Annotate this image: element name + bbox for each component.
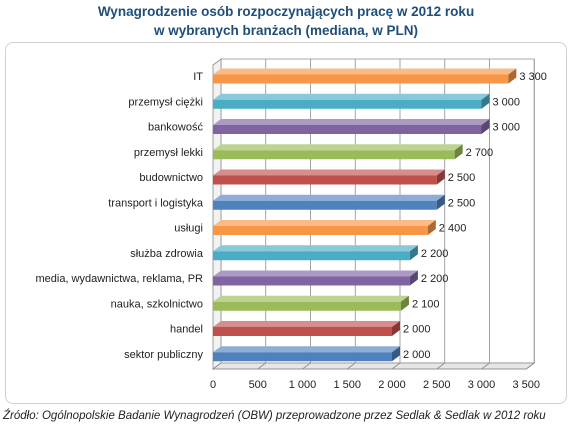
x-tick-label: 3 000 [468, 379, 496, 391]
bar-value-label: 2 400 [439, 223, 467, 235]
bar-top [213, 93, 490, 100]
bar-value-label: 2 700 [466, 147, 494, 159]
x-tick-label: 2 000 [378, 379, 406, 391]
bar-end [481, 119, 490, 134]
gridline-floor [436, 362, 445, 370]
category-label: przemysł lekki [134, 147, 203, 159]
bar [213, 175, 437, 185]
bar-value-label: 2 500 [448, 172, 476, 184]
source-note: Źródło: Ogólnopolskie Badanie Wynagrodze… [3, 410, 546, 422]
chart-title-line-2: w wybranych branżach (mediana, w PLN) [153, 23, 419, 38]
bar [213, 125, 482, 134]
bar-top [213, 119, 490, 125]
bar-end [436, 169, 445, 185]
bar-top [213, 194, 445, 201]
bar [213, 251, 410, 261]
gridline-floor [526, 362, 535, 370]
bar-top [213, 169, 445, 176]
x-tick-label: 500 [249, 379, 267, 391]
bar [213, 276, 410, 286]
gridline-floor [257, 362, 266, 370]
bar-chart: 0 500 1 000 1 500 2 000 2 500 3 000 3 500 2 000 s… [35, 58, 547, 391]
bar [213, 301, 401, 311]
bar-end [409, 270, 418, 286]
bar-value-label: 2 200 [421, 273, 449, 285]
bar-value-label: 3 000 [493, 122, 521, 134]
bar-value-label: 2 500 [448, 197, 476, 209]
bar [213, 74, 509, 84]
bar-value-label: 3 300 [519, 71, 547, 83]
bar [213, 200, 437, 210]
gridline-floor [302, 362, 311, 370]
category-label: bankowość [148, 122, 204, 134]
bar-end [392, 321, 400, 336]
category-label: nauka, szkolnictwo [111, 298, 203, 310]
bar-end [508, 68, 517, 84]
x-tick-label: 2 500 [423, 379, 451, 391]
gridline-floor [391, 362, 401, 370]
bar-end [409, 245, 418, 261]
bar-value-label: 2 000 [403, 349, 431, 361]
x-tick-label: 0 [210, 379, 216, 391]
category-label: budownictwo [139, 172, 203, 184]
bar-end [400, 295, 409, 311]
bar [213, 352, 392, 362]
chart-title-line-1: Wynagrodzenie osób rozpoczynających prac… [97, 4, 475, 19]
category-label: usługi [174, 223, 203, 235]
chart-area: 0 500 1 000 1 500 2 000 2 500 3 000 3 500 2 000 s… [5, 42, 567, 404]
bar-top [213, 245, 418, 252]
gridline-floor [347, 362, 356, 370]
bar-value-label: 2 000 [403, 324, 431, 336]
bar [213, 327, 392, 336]
chart-title: Wynagrodzenie osób rozpoczynających prac… [0, 2, 572, 40]
category-label: IT [193, 71, 203, 83]
bar-top [213, 346, 400, 353]
bar-end [392, 346, 400, 362]
bar [213, 226, 428, 235]
bar-end [481, 93, 490, 109]
bar [213, 150, 455, 160]
bar-top [213, 220, 436, 226]
bar-end [427, 220, 436, 235]
category-label: media, wydawnictwa, reklama, PR [35, 273, 203, 285]
bar-end [436, 194, 445, 210]
x-tick-label: 3 500 [512, 379, 540, 391]
category-label: sektor publiczny [124, 349, 203, 361]
category-label: służba zdrowia [130, 248, 204, 260]
x-tick-label: 1 500 [333, 379, 361, 391]
bar-top [213, 321, 400, 327]
category-label: przemysł ciężki [128, 96, 203, 108]
bar-end [454, 144, 463, 160]
bar-value-label: 2 200 [421, 248, 449, 260]
category-label: handel [170, 324, 203, 336]
bar-value-label: 3 000 [493, 96, 521, 108]
bar-top [213, 68, 517, 75]
gridline-floor [481, 362, 490, 370]
x-tick-label: 1 000 [289, 379, 317, 391]
bar-value-label: 2 100 [412, 298, 440, 310]
bar-top [213, 295, 409, 302]
bar-top [213, 144, 463, 151]
bar [213, 99, 482, 109]
bar-top [213, 270, 418, 277]
category-label: transport i logistyka [108, 197, 204, 209]
